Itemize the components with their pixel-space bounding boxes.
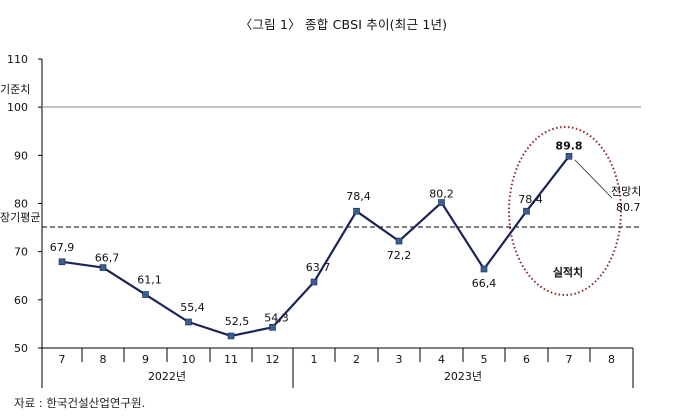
data-point-marker	[565, 152, 573, 160]
y-ticks: 50 60 70 80 90 100 110	[7, 53, 42, 355]
year-label-2023: 2023년	[444, 370, 482, 383]
data-point-marker	[438, 199, 445, 206]
actual-value-ellipse	[508, 126, 622, 296]
data-point-marker	[310, 278, 318, 286]
y-tick-label: 70	[14, 246, 28, 259]
x-tick-label: 9	[142, 353, 149, 366]
data-point-label: 66,7	[95, 252, 120, 265]
reference-label-baseline: 기준치	[0, 83, 30, 96]
data-point-label: 67,9	[50, 241, 75, 254]
x-tick-label: 6	[523, 353, 530, 366]
x-tick-label: 5	[481, 353, 488, 366]
data-point-label: 78,4	[346, 190, 371, 203]
y-tick-label: 90	[14, 149, 28, 162]
data-point-label: 78,4	[518, 193, 543, 206]
series-actual: 67,9 66,7 61,1 55,4 52,5 54,3 63,7 78,4 72,2 80,2…	[50, 139, 583, 340]
data-point-marker	[185, 318, 192, 326]
data-point-label: 89.8	[555, 139, 582, 152]
y-tick-label: 110	[7, 53, 28, 66]
data-point-label: 72,2	[387, 249, 412, 262]
y-tick-label: 60	[14, 294, 28, 307]
x-tick-label: 3	[396, 353, 403, 366]
data-point-marker	[269, 323, 276, 331]
data-point-marker	[227, 332, 235, 340]
data-point-marker	[99, 264, 107, 271]
data-point-label: 52,5	[225, 315, 250, 328]
x-tick-label: 11	[224, 353, 238, 366]
data-point-marker	[523, 207, 530, 215]
forecast-value: 80.7	[616, 201, 641, 214]
forecast-label: 전망치	[611, 185, 641, 198]
forecast-line	[574, 159, 613, 199]
chart-title: 〈그림 1〉 종합 CBSI 추이(최근 1년)	[239, 17, 448, 32]
data-point-label: 61,1	[137, 274, 162, 287]
data-point-marker	[480, 265, 488, 273]
y-tick-label: 100	[7, 101, 28, 114]
data-point-marker	[58, 258, 66, 266]
data-point-label: 63,7	[306, 261, 331, 274]
y-tick-label: 50	[14, 342, 28, 355]
reference-label-long-term-average: 장기평균	[0, 211, 40, 224]
data-point-marker	[395, 237, 403, 245]
data-point-label: 55,4	[180, 301, 205, 314]
x-ticks: 7 8 9 10 11 12 1 2 3 4 5 6 7 8	[41, 348, 634, 388]
x-tick-label: 8	[100, 353, 107, 366]
x-tick-label: 1	[311, 353, 318, 366]
x-tick-label: 8	[608, 353, 615, 366]
data-point-marker	[142, 291, 149, 298]
data-point-marker	[353, 207, 360, 215]
actual-value-label: 실적치	[553, 265, 583, 279]
data-point-label: 54,3	[264, 311, 289, 324]
data-point-label: 66,4	[472, 277, 497, 290]
x-tick-label: 10	[182, 353, 196, 366]
x-tick-label: 7	[566, 353, 573, 366]
year-label-2022: 2022년	[148, 370, 186, 383]
x-tick-label: 7	[59, 353, 66, 366]
source-note: 자료 : 한국건설산업연구원.	[14, 396, 146, 410]
data-point-label: 80,2	[429, 188, 454, 201]
x-tick-label: 4	[438, 353, 445, 366]
x-tick-label: 2	[353, 353, 360, 366]
x-tick-label: 12	[266, 353, 280, 366]
y-tick-label: 80	[14, 198, 28, 211]
